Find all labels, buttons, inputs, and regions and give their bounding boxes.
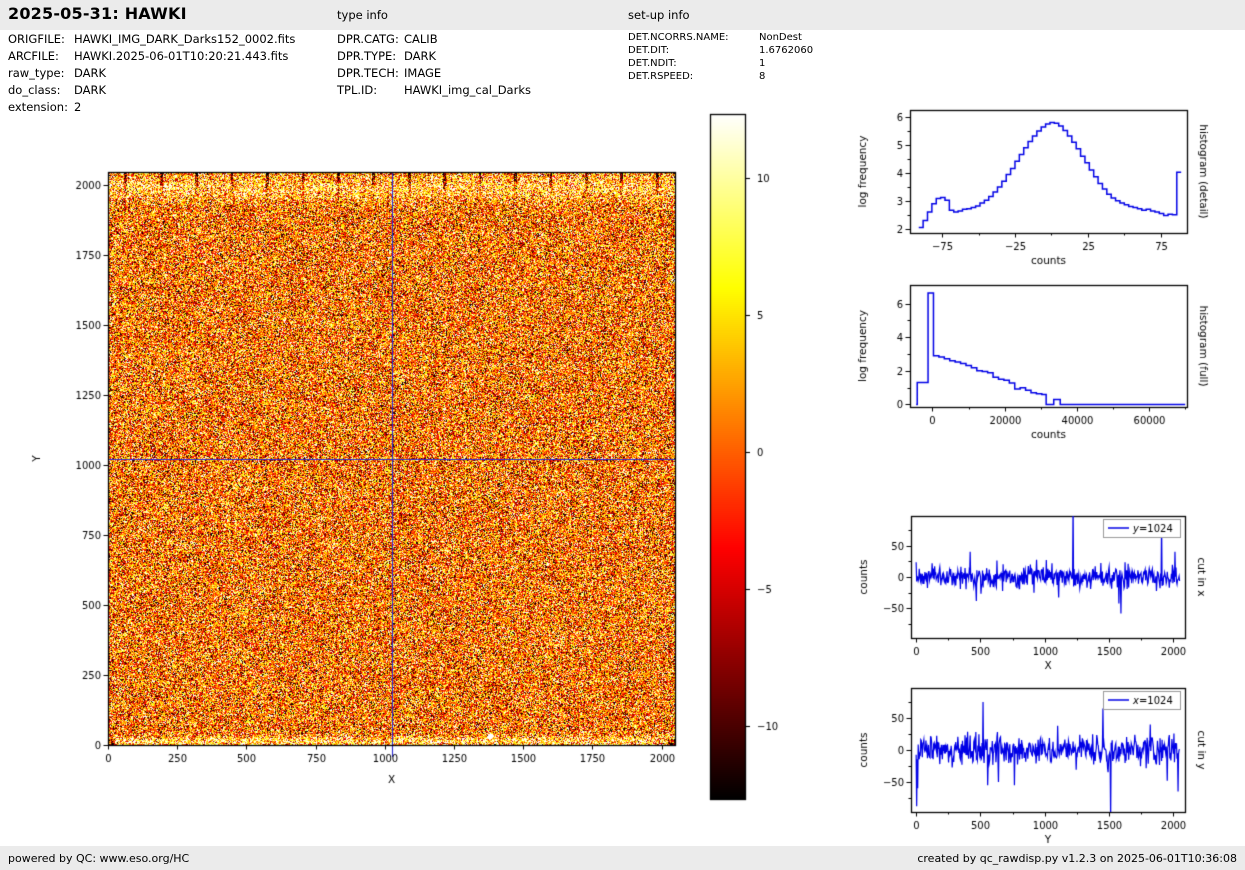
type-info-row: DPR.TECH: IMAGE bbox=[337, 65, 531, 82]
cut-in-x-plot bbox=[853, 498, 1245, 690]
field-value: DARK bbox=[74, 83, 107, 97]
setup-info-heading: set-up info bbox=[628, 8, 690, 22]
footer-left-text: powered by QC: www.eso.org/HC bbox=[8, 851, 190, 865]
field-label: DPR.CATG: bbox=[337, 32, 399, 46]
field-label: TPL.ID: bbox=[337, 83, 378, 97]
field-label: DET.NDIT: bbox=[628, 58, 677, 69]
field-label: extension: bbox=[8, 100, 68, 114]
setup-info-row: DET.RSPEED: 8 bbox=[628, 70, 813, 83]
type-info-row: TPL.ID: HAWKI_img_cal_Darks bbox=[337, 82, 531, 99]
file-info-section: ORIGFILE: HAWKI_IMG_DARK_Darks152_0002.f… bbox=[8, 31, 295, 116]
field-value: HAWKI.2025-06-01T10:20:21.443.fits bbox=[74, 49, 289, 63]
field-value: HAWKI_img_cal_Darks bbox=[404, 83, 531, 97]
footer-strip: powered by QC: www.eso.org/HC created by… bbox=[0, 846, 1245, 870]
type-info-row: DPR.TYPE: DARK bbox=[337, 48, 531, 65]
field-value: DARK bbox=[404, 49, 437, 63]
field-value: IMAGE bbox=[404, 66, 442, 80]
field-label: do_class: bbox=[8, 83, 61, 97]
field-value: 1.6762060 bbox=[759, 45, 814, 56]
type-info-row: DPR.CATG: CALIB bbox=[337, 31, 531, 48]
setup-info-row: DET.NDIT: 1 bbox=[628, 57, 813, 70]
type-info-section: DPR.CATG: CALIB DPR.TYPE: DARK DPR.TECH:… bbox=[337, 31, 531, 99]
file-info-row: extension: 2 bbox=[8, 99, 295, 116]
file-info-row: ORIGFILE: HAWKI_IMG_DARK_Darks152_0002.f… bbox=[8, 31, 295, 48]
field-label: DPR.TECH: bbox=[337, 66, 399, 80]
field-value: CALIB bbox=[404, 32, 438, 46]
field-value: 2 bbox=[74, 100, 82, 114]
type-info-heading: type info bbox=[337, 8, 388, 22]
footer-right-text: created by qc_rawdisp.py v1.2.3 on 2025-… bbox=[917, 851, 1237, 865]
field-value: 1 bbox=[759, 58, 766, 69]
file-info-row: ARCFILE: HAWKI.2025-06-01T10:20:21.443.f… bbox=[8, 48, 295, 65]
field-label: ARCFILE: bbox=[8, 49, 59, 63]
histogram-full-plot bbox=[853, 268, 1245, 460]
setup-info-row: DET.NCORRS.NAME: NonDest bbox=[628, 31, 813, 44]
field-label: DPR.TYPE: bbox=[337, 49, 397, 63]
dark-frame-image bbox=[20, 140, 710, 810]
field-value: HAWKI_IMG_DARK_Darks152_0002.fits bbox=[74, 32, 296, 46]
cut-in-y-plot bbox=[853, 668, 1245, 868]
field-label: DET.NCORRS.NAME: bbox=[628, 32, 729, 43]
header-strip bbox=[0, 0, 1245, 30]
report-title: 2025-05-31: HAWKI bbox=[8, 4, 187, 23]
field-value: NonDest bbox=[759, 32, 802, 43]
file-info-row: do_class: DARK bbox=[8, 82, 295, 99]
colorbar bbox=[700, 100, 815, 815]
field-label: ORIGFILE: bbox=[8, 32, 65, 46]
field-label: DET.DIT: bbox=[628, 45, 670, 56]
field-label: raw_type: bbox=[8, 66, 65, 80]
setup-info-section: DET.NCORRS.NAME: NonDest DET.DIT: 1.6762… bbox=[628, 31, 813, 83]
file-info-row: raw_type: DARK bbox=[8, 65, 295, 82]
field-label: DET.RSPEED: bbox=[628, 71, 694, 82]
setup-info-row: DET.DIT: 1.6762060 bbox=[628, 44, 813, 57]
field-value: DARK bbox=[74, 66, 107, 80]
field-value: 8 bbox=[759, 71, 766, 82]
histogram-detail-plot bbox=[853, 93, 1245, 285]
